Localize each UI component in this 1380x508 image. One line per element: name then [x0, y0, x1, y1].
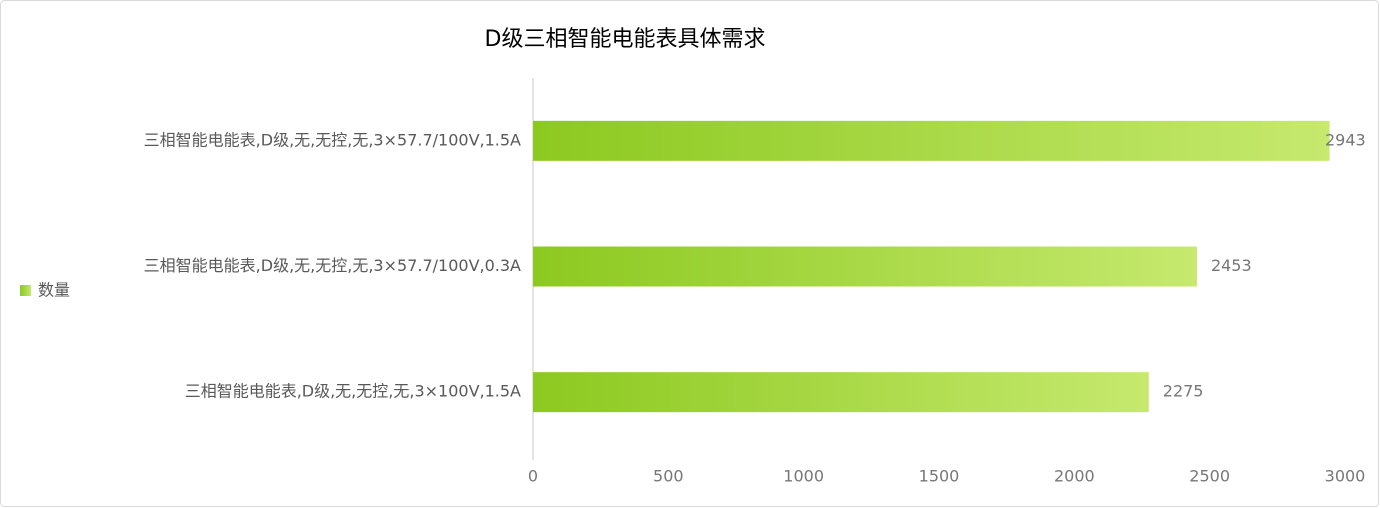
x-tick-label: 3000: [1325, 467, 1366, 486]
x-tick-label: 2000: [1054, 467, 1095, 486]
y-tick-label: 三相智能电能表,D级,无,无控,无,3×57.7/100V,0.3A: [144, 256, 521, 275]
x-tick-label: 500: [653, 467, 684, 486]
x-tick-label: 1000: [783, 467, 824, 486]
bar: [533, 372, 1149, 413]
bar: [533, 120, 1330, 161]
value-label: 2943: [1325, 130, 1366, 149]
x-tick-label: 2500: [1189, 467, 1230, 486]
chart-title: D级三相智能电能表具体需求: [485, 27, 766, 52]
y-tick-label: 三相智能电能表,D级,无,无控,无,3×57.7/100V,1.5A: [144, 130, 521, 149]
y-tick-label: 三相智能电能表,D级,无,无控,无,3×100V,1.5A: [185, 382, 521, 401]
x-tick-label: 1500: [919, 467, 960, 486]
legend-swatch: [20, 285, 31, 296]
value-label: 2453: [1211, 256, 1252, 275]
value-label: 2275: [1163, 382, 1204, 401]
legend-label: 数量: [38, 281, 70, 300]
bar: [533, 246, 1197, 287]
x-tick-label: 0: [528, 467, 538, 486]
